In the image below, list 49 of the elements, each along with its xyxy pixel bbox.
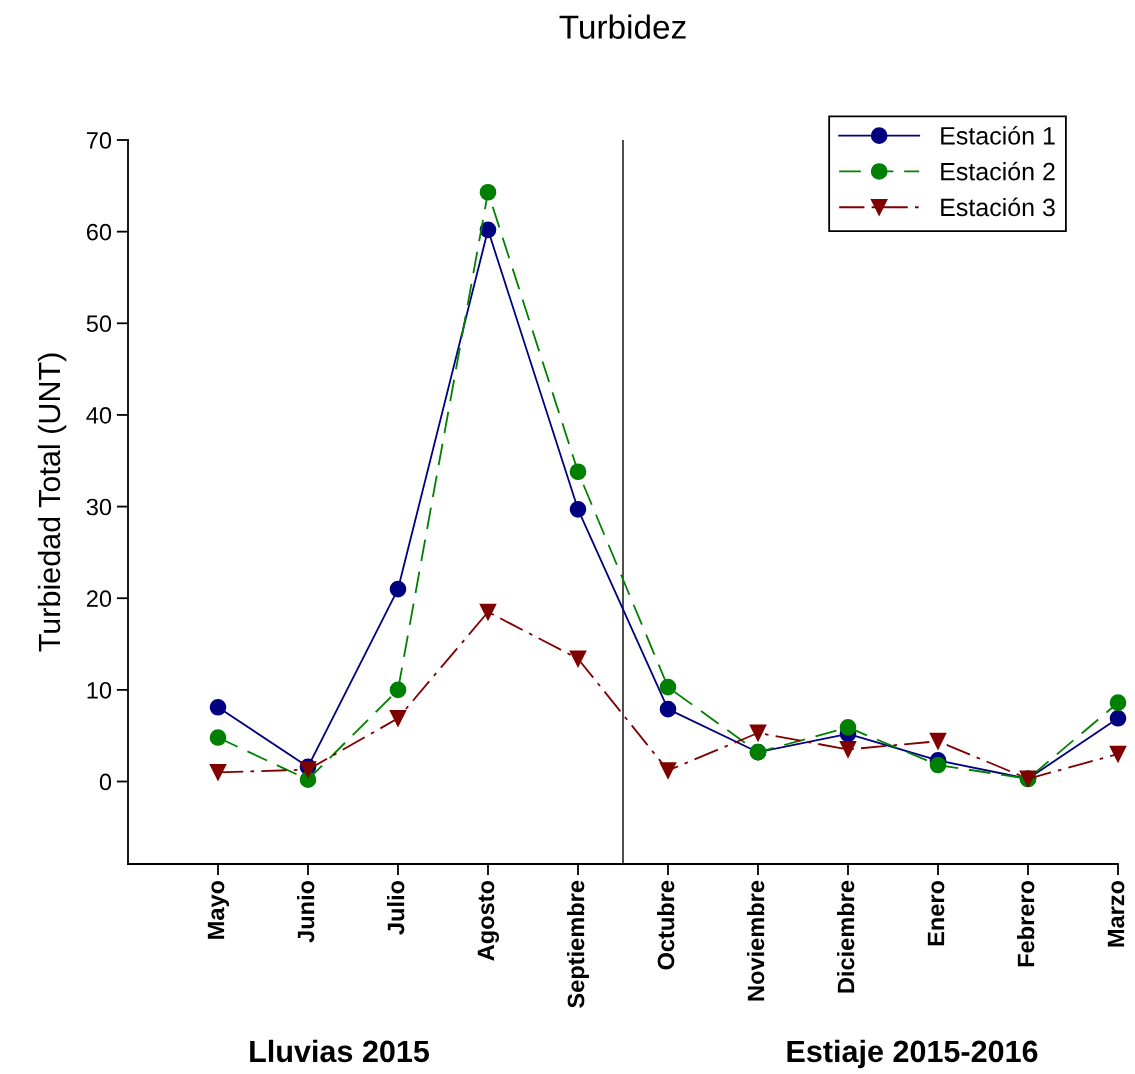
point bbox=[479, 183, 497, 201]
point bbox=[389, 681, 407, 699]
y-tick-label: 60 bbox=[86, 223, 112, 241]
legend-label: Estación 1 bbox=[941, 126, 1055, 145]
x-tick-label: Julio bbox=[386, 880, 405, 935]
x-tick-label: Febrero bbox=[1016, 880, 1035, 967]
y-tick-label: 10 bbox=[87, 681, 112, 699]
point bbox=[479, 603, 497, 621]
point bbox=[929, 756, 947, 774]
y-tick-label: 30 bbox=[86, 498, 112, 516]
text: Lluvias 2015 bbox=[250, 1039, 430, 1063]
point bbox=[659, 678, 677, 696]
point bbox=[569, 463, 587, 481]
x-tick-label: Junio bbox=[297, 880, 315, 943]
point bbox=[1109, 709, 1127, 727]
point bbox=[569, 500, 587, 518]
x-tick-label: Agosto bbox=[477, 880, 500, 961]
point bbox=[1109, 745, 1127, 763]
y-tick-label: 0 bbox=[99, 773, 112, 791]
point bbox=[209, 764, 227, 781]
point bbox=[389, 709, 407, 727]
x-tick-label: Noviembre bbox=[746, 880, 765, 1001]
legend-label: Estación 2 bbox=[941, 161, 1055, 181]
y-axis-title: Turbiedad Total (UNT) bbox=[37, 353, 67, 652]
x-tick-label: Octubre bbox=[656, 880, 675, 970]
point bbox=[839, 719, 857, 736]
point bbox=[749, 724, 767, 742]
point bbox=[569, 650, 587, 668]
point bbox=[209, 698, 227, 716]
x-tick-label: Mayo bbox=[207, 880, 229, 939]
chart-title: Turbidez bbox=[559, 14, 686, 39]
point bbox=[479, 221, 497, 239]
text: Estiaje 2015-2016 bbox=[787, 1039, 1038, 1069]
legend-label: Estación 3 bbox=[941, 197, 1055, 217]
x-tick-label: Enero bbox=[927, 880, 945, 946]
point bbox=[659, 762, 677, 779]
point bbox=[209, 729, 227, 746]
point bbox=[1109, 694, 1127, 712]
y-tick-label: 20 bbox=[86, 590, 112, 608]
point bbox=[929, 732, 947, 750]
y-tick-label: 70 bbox=[86, 132, 112, 149]
point bbox=[659, 700, 677, 718]
x-tick-label: Septiembre bbox=[566, 880, 589, 1008]
y-tick-label: 50 bbox=[86, 315, 112, 333]
x-tick-label: Marzo bbox=[1107, 880, 1125, 947]
x-tick-label: Diciembre bbox=[836, 880, 855, 993]
point bbox=[839, 741, 857, 758]
point bbox=[389, 580, 407, 598]
y-tick-label: 40 bbox=[86, 407, 112, 424]
